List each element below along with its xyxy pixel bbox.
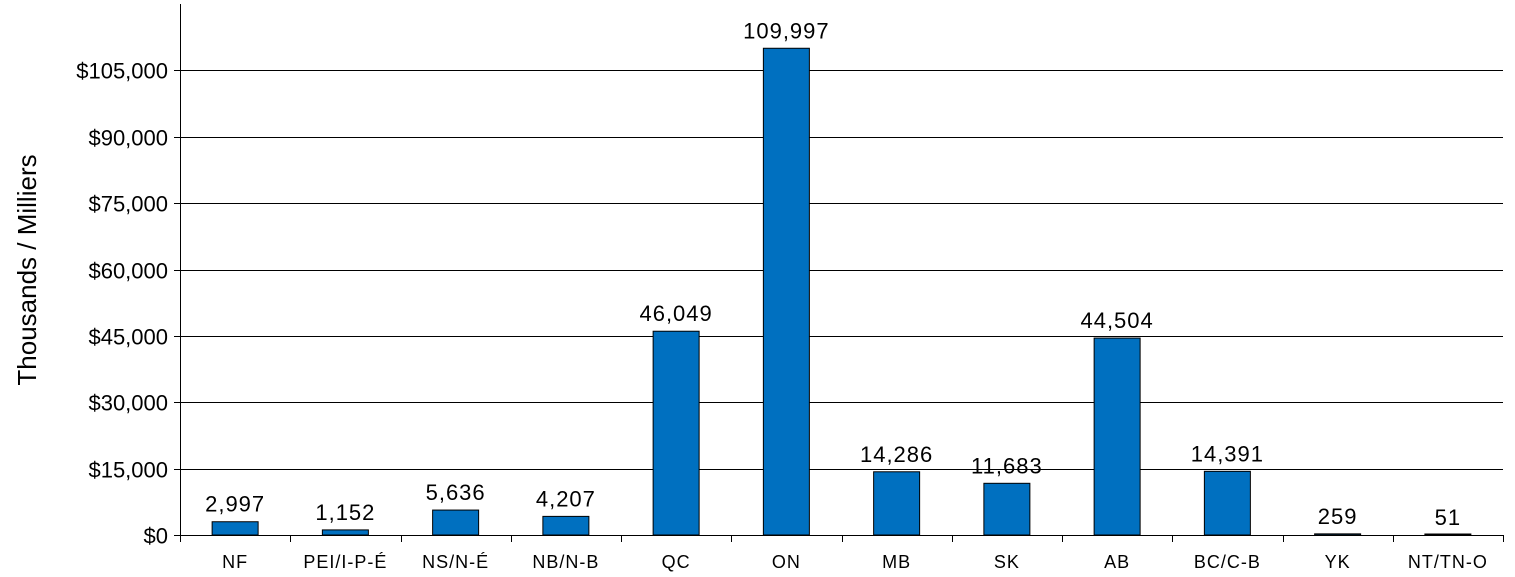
bar	[1424, 533, 1472, 536]
data-label: 4,207	[536, 486, 596, 511]
data-label: 259	[1318, 504, 1358, 529]
x-tick-label: SK	[994, 552, 1020, 572]
y-tick-label: $105,000	[76, 59, 168, 84]
bar	[1203, 470, 1251, 536]
y-tick-label: $90,000	[88, 126, 168, 151]
data-labels: 2,997 1,152 5,636 4,207 46,049 109,997 14,286 1…	[205, 18, 1461, 530]
data-label: 1,152	[315, 500, 375, 525]
bar	[211, 521, 259, 536]
data-label: 11,683	[971, 453, 1043, 478]
y-tick-label: $30,000	[88, 391, 168, 416]
bar	[321, 529, 369, 536]
y-tick-label: $75,000	[88, 192, 168, 217]
x-tick-label: NS/N-É	[422, 552, 489, 572]
data-label: 14,391	[1191, 441, 1264, 466]
bar	[542, 515, 590, 536]
y-tick-label: $60,000	[88, 259, 168, 284]
bar	[432, 509, 480, 536]
bar	[873, 471, 921, 536]
data-label: 2,997	[205, 492, 265, 517]
y-tick-label: $15,000	[88, 458, 168, 483]
x-tick-label: NB/N-B	[532, 552, 599, 572]
x-tick-label: MB	[882, 552, 911, 572]
axes: $0 $15,000 $30,000 $45,000 $60,000 $75,000 $90…	[76, 4, 1504, 572]
x-tick-label: YK	[1325, 552, 1351, 572]
data-label: 109,997	[743, 18, 830, 43]
data-label: 46,049	[639, 301, 712, 326]
y-axis-title: Thousands / Milliers	[12, 154, 42, 385]
gridlines	[180, 70, 1503, 470]
bars	[211, 47, 1472, 536]
bar	[983, 482, 1031, 536]
data-label: 14,286	[860, 442, 933, 467]
bar	[1314, 533, 1362, 536]
y-tick-label: $0	[144, 524, 168, 549]
bar	[652, 330, 700, 536]
x-tick-label: NT/TN-O	[1408, 552, 1488, 572]
data-label: 51	[1435, 505, 1461, 530]
x-tick-label: NF	[222, 552, 248, 572]
y-tick-label: $45,000	[88, 325, 168, 350]
x-tick-label: AB	[1104, 552, 1130, 572]
data-label: 44,504	[1080, 308, 1153, 333]
x-tick-label: QC	[662, 552, 691, 572]
bar	[762, 47, 810, 536]
bar	[1093, 337, 1141, 536]
x-tick-label: ON	[772, 552, 801, 572]
x-tick-label: PEI/I-P-É	[303, 552, 387, 572]
x-tick-label: BC/C-B	[1194, 552, 1261, 572]
data-label: 5,636	[426, 480, 486, 505]
